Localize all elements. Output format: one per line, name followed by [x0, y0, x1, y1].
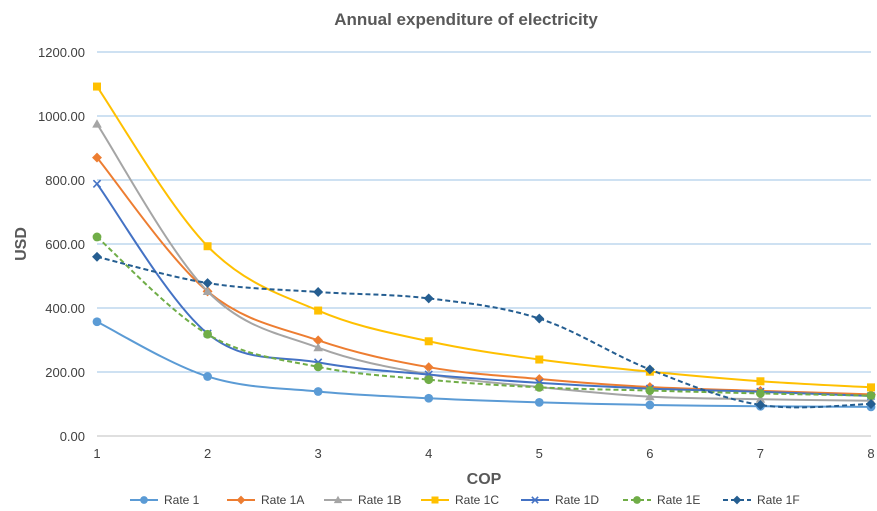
legend-item: Rate 1D: [521, 493, 599, 507]
data-point: [92, 251, 102, 262]
data-point: [644, 364, 655, 375]
data-point: [424, 337, 433, 346]
data-point: [424, 375, 434, 385]
data-point: [314, 306, 323, 315]
data-point: [93, 82, 101, 91]
data-point: [92, 119, 102, 128]
y-axis-label: USD: [13, 227, 30, 261]
legend-label: Rate 1A: [261, 493, 304, 507]
legend: Rate 1 Rate 1A Rate 1B Rate 1C Rate 1D Rate 1…: [130, 493, 800, 507]
legend-item: Rate 1A: [227, 493, 304, 507]
series-lines: [92, 82, 876, 412]
data-point: [534, 382, 544, 392]
data-point: [202, 286, 213, 295]
data-point: [313, 335, 324, 346]
legend-marker: [431, 496, 439, 504]
legend-marker: [333, 495, 343, 504]
series-line: [96, 183, 872, 397]
data-point: [867, 383, 875, 392]
series-line: [96, 156, 872, 396]
x-tick-label: 6: [646, 446, 653, 461]
x-axis-ticks: 1 2 3 4 5 6 7 8: [93, 446, 874, 461]
legend-label: Rate 1: [164, 493, 200, 507]
data-point: [866, 391, 876, 401]
x-tick-label: 5: [536, 446, 543, 461]
legend-marker: [531, 496, 539, 504]
legend-label: Rate 1B: [358, 493, 401, 507]
series-rate-1f: [92, 251, 876, 410]
legend-item: Rate 1E: [623, 493, 700, 507]
series-line: [96, 85, 872, 389]
legend-label: Rate 1F: [757, 493, 800, 507]
series-rate-1c: [93, 82, 875, 392]
data-point: [756, 389, 765, 398]
data-point: [313, 287, 324, 297]
legend-marker: [732, 495, 742, 505]
series-line: [96, 255, 872, 409]
x-tick-label: 3: [315, 446, 322, 461]
data-point: [313, 387, 323, 396]
x-axis-label: COP: [467, 471, 502, 488]
series-rate-1a: [92, 152, 876, 400]
y-tick-label: 400.00: [45, 301, 85, 316]
y-tick-label: 600.00: [45, 237, 85, 252]
y-tick-label: 0.00: [60, 429, 85, 444]
data-point: [203, 242, 212, 251]
y-tick-label: 1000.00: [38, 109, 85, 124]
data-point: [92, 232, 102, 242]
x-tick-label: 2: [204, 446, 211, 461]
data-point: [92, 317, 102, 327]
data-point: [866, 399, 876, 409]
legend-item: Rate 1: [130, 493, 200, 507]
data-point: [424, 393, 434, 403]
legend-label: Rate 1E: [657, 493, 700, 507]
y-axis-ticks: 0.00 200.00 400.00 600.00 800.00 1000.00 1200.…: [38, 45, 85, 444]
data-point: [756, 377, 765, 386]
chart-title: Annual expenditure of electricity: [334, 10, 598, 29]
data-point: [755, 394, 766, 403]
data-point: [202, 278, 213, 288]
data-point: [203, 372, 212, 381]
y-tick-label: 200.00: [45, 365, 85, 380]
legend-item: Rate 1F: [723, 493, 800, 507]
x-tick-label: 7: [757, 446, 764, 461]
legend-label: Rate 1C: [455, 493, 499, 507]
y-tick-label: 800.00: [45, 173, 85, 188]
legend-item: Rate 1B: [324, 493, 401, 507]
legend-label: Rate 1D: [555, 493, 599, 507]
series-rate-1: [92, 317, 876, 412]
data-point: [203, 329, 212, 339]
legend-item: Rate 1C: [421, 493, 499, 507]
y-tick-label: 1200.00: [38, 45, 85, 60]
data-point: [92, 179, 102, 189]
data-point: [423, 293, 434, 304]
x-tick-label: 4: [425, 446, 432, 461]
legend-marker: [633, 496, 641, 504]
data-point: [645, 386, 655, 395]
data-point: [645, 400, 655, 410]
x-tick-label: 1: [93, 446, 100, 461]
data-point: [535, 355, 544, 364]
data-point: [313, 342, 323, 352]
data-point: [313, 362, 323, 372]
legend-marker: [236, 495, 246, 505]
data-point: [423, 362, 434, 373]
data-point: [534, 398, 544, 407]
data-point: [92, 152, 102, 163]
series-rate-1b: [92, 119, 876, 405]
data-point: [645, 391, 655, 401]
series-line: [96, 123, 872, 402]
series-rate-1e: [92, 232, 876, 401]
series-line: [96, 320, 872, 408]
data-point: [755, 400, 766, 410]
x-tick-label: 8: [867, 446, 874, 461]
data-point: [534, 313, 545, 324]
legend-marker: [140, 496, 148, 504]
